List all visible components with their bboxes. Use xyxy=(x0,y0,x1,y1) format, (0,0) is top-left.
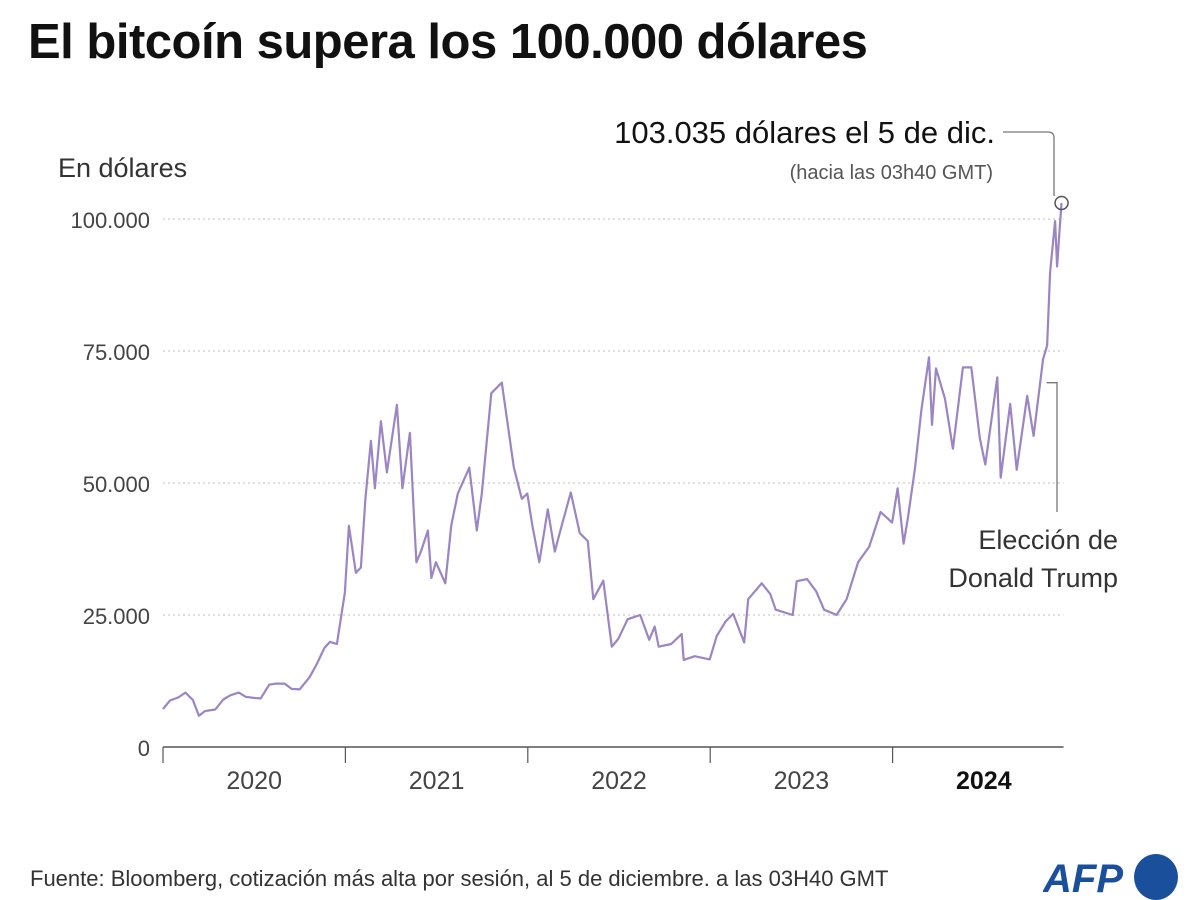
election-leader-line xyxy=(1046,382,1058,512)
peak-marker xyxy=(1054,195,1069,211)
x-tick-label: 2024 xyxy=(956,767,1012,795)
y-axis-unit-label: En dólares xyxy=(58,153,188,183)
afp-logo-circle xyxy=(1134,854,1178,900)
peak-leader-line xyxy=(1003,131,1055,196)
election-annotation: Elección de xyxy=(978,525,1118,555)
y-tick-label: 100.000 xyxy=(70,208,150,233)
x-tick-label: 2022 xyxy=(591,767,647,795)
y-tick-label: 50.000 xyxy=(83,472,150,497)
source-note: Fuente: Bloomberg, cotización más alta p… xyxy=(30,866,889,891)
price-line xyxy=(162,202,1063,717)
y-tick-label: 75.000 xyxy=(83,340,150,365)
x-tick-label: 2021 xyxy=(409,767,465,795)
y-tick-label: 0 xyxy=(138,736,150,761)
x-tick-label: 2023 xyxy=(774,767,830,795)
line-chart: 0 25.000 50.000 75.000 100.000 2020 2021 2022 20… xyxy=(70,115,1118,795)
afp-logo: AFP xyxy=(1043,854,1178,900)
x-tick-label: 2020 xyxy=(226,767,282,795)
election-annotation: Donald Trump xyxy=(948,563,1118,593)
peak-annotation-subtext: (hacia las 03h40 GMT) xyxy=(790,162,993,184)
peak-annotation: 103.035 dólares el 5 de dic. xyxy=(614,115,995,150)
afp-logo-text: AFP xyxy=(1043,857,1123,900)
y-tick-label: 25.000 xyxy=(83,604,150,629)
chart-title: El bitcoín supera los 100.000 dólares xyxy=(28,15,868,69)
